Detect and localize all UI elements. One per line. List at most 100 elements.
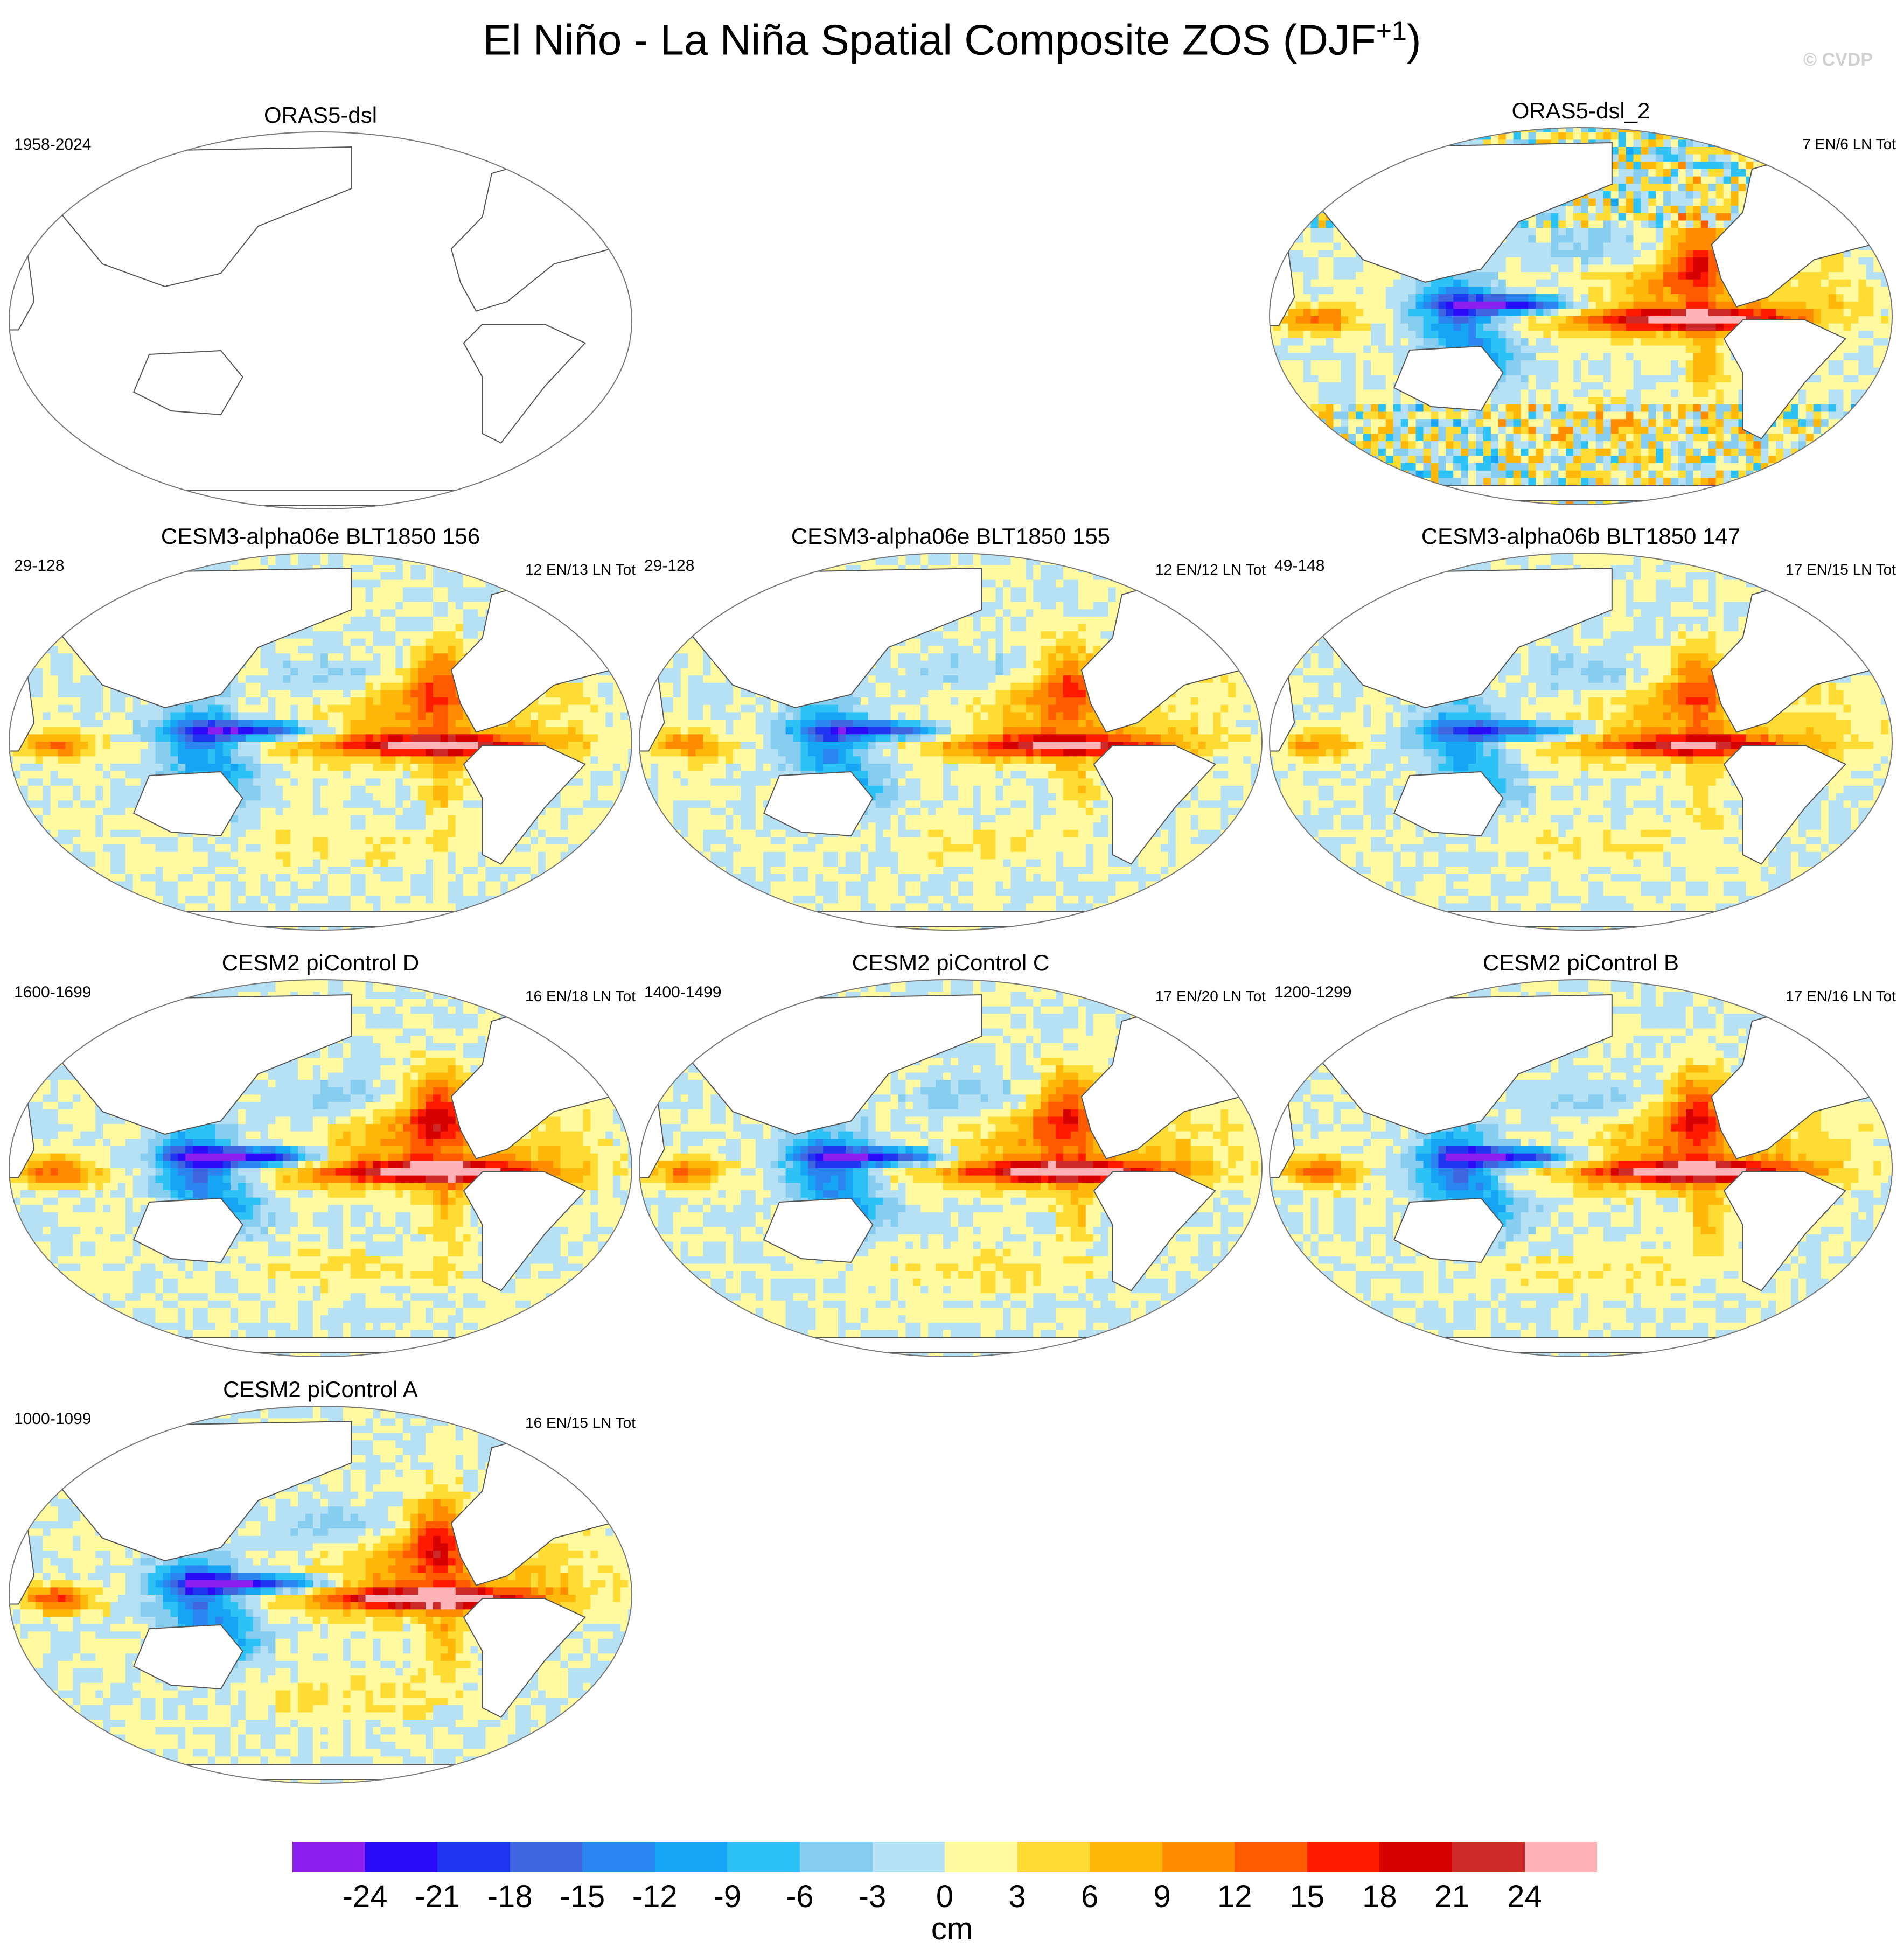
field-cell [1746,478,1754,486]
field-cell [1671,470,1679,478]
field-cell [1505,470,1514,478]
field-cell [1348,426,1356,435]
field-cell [403,616,411,625]
field-cell [1408,441,1417,449]
field-cell [1641,176,1649,184]
field-cell [1333,235,1341,243]
field-cell [1843,360,1852,368]
field-cell [1513,316,1522,324]
field-cell [1626,220,1634,228]
field-cell [1723,169,1732,177]
field-cell [1573,331,1581,339]
field-cell [1768,154,1776,162]
field-cell [1558,470,1566,478]
field-cell [1536,441,1544,449]
field-cell [1461,331,1469,339]
field-cell [1791,426,1799,435]
field-cell [1700,353,1709,361]
field-cell [388,660,396,669]
field-cell [1303,228,1312,236]
field-cell [343,690,351,698]
field-cell [1536,250,1544,258]
field-cell [283,675,291,683]
field-cell [1566,264,1574,273]
field-cell [365,557,374,565]
field-cell [1761,154,1769,162]
field-cell [1581,316,1589,324]
field-cell [350,638,359,647]
field-cell [1783,448,1791,457]
field-cell [1610,272,1619,280]
field-cell [418,572,426,581]
field-cell [1348,287,1356,295]
field-cell [1783,301,1791,309]
field-cell [440,646,449,654]
field-cell [80,690,88,698]
field-cell [1641,353,1649,361]
field-cell [1700,397,1709,405]
field-cell [1378,448,1386,457]
field-cell [1461,316,1469,324]
field-cell [388,653,396,661]
field-cell [1385,360,1394,368]
field-cell [1363,434,1371,442]
field-cell [365,572,374,581]
field-cell [1453,309,1461,317]
field-cell [1821,257,1829,266]
field-cell [1686,338,1694,346]
field-cell [448,690,456,698]
field-cell [27,646,36,654]
field-cell [1663,375,1671,383]
field-cell [1295,257,1304,266]
field-cell [1595,382,1604,390]
field-cell [1595,367,1604,375]
field-cell [426,572,434,581]
field-cell [1828,360,1837,368]
field-cell [1626,478,1634,486]
field-cell [433,646,441,654]
field-cell [1498,419,1507,427]
field-cell [1761,470,1769,478]
field-cell [1836,309,1844,317]
field-cell [1873,345,1881,353]
field-cell [1595,463,1604,471]
field-cell [1453,419,1461,427]
field-cell [275,682,283,691]
field-cell [1581,264,1589,273]
field-cell [1821,382,1829,390]
field-cell [1588,198,1596,206]
field-cell [1768,294,1776,302]
field-cell [426,616,434,625]
field-cell [1438,331,1446,339]
field-cell [1280,242,1289,250]
field-cell [1513,434,1522,442]
field-cell [1573,235,1581,243]
field-cell [1678,169,1686,177]
field-cell [1498,316,1507,324]
field-cell [1415,309,1424,317]
field-cell [1581,419,1589,427]
field-cell [1656,353,1664,361]
field-cell [1693,220,1701,228]
field-cell [1715,448,1724,457]
land-australia [132,350,243,416]
field-cell [1521,228,1529,236]
field-cell [1700,250,1709,258]
field-cell [245,553,254,558]
field-cell [463,624,471,632]
field-cell [1626,206,1634,214]
field-cell [1633,397,1642,405]
field-cell [290,638,298,647]
field-cell [1715,367,1724,375]
field-cell [1310,242,1319,250]
field-cell [1385,279,1394,287]
field-cell [1588,264,1596,273]
field-cell [433,660,441,669]
field-cell [1573,272,1581,280]
field-cell [1821,279,1829,287]
field-cell [1648,128,1656,133]
field-cell [1738,176,1747,184]
field-cell [1641,294,1649,302]
field-cell [1603,287,1612,295]
field-cell [1656,154,1664,162]
